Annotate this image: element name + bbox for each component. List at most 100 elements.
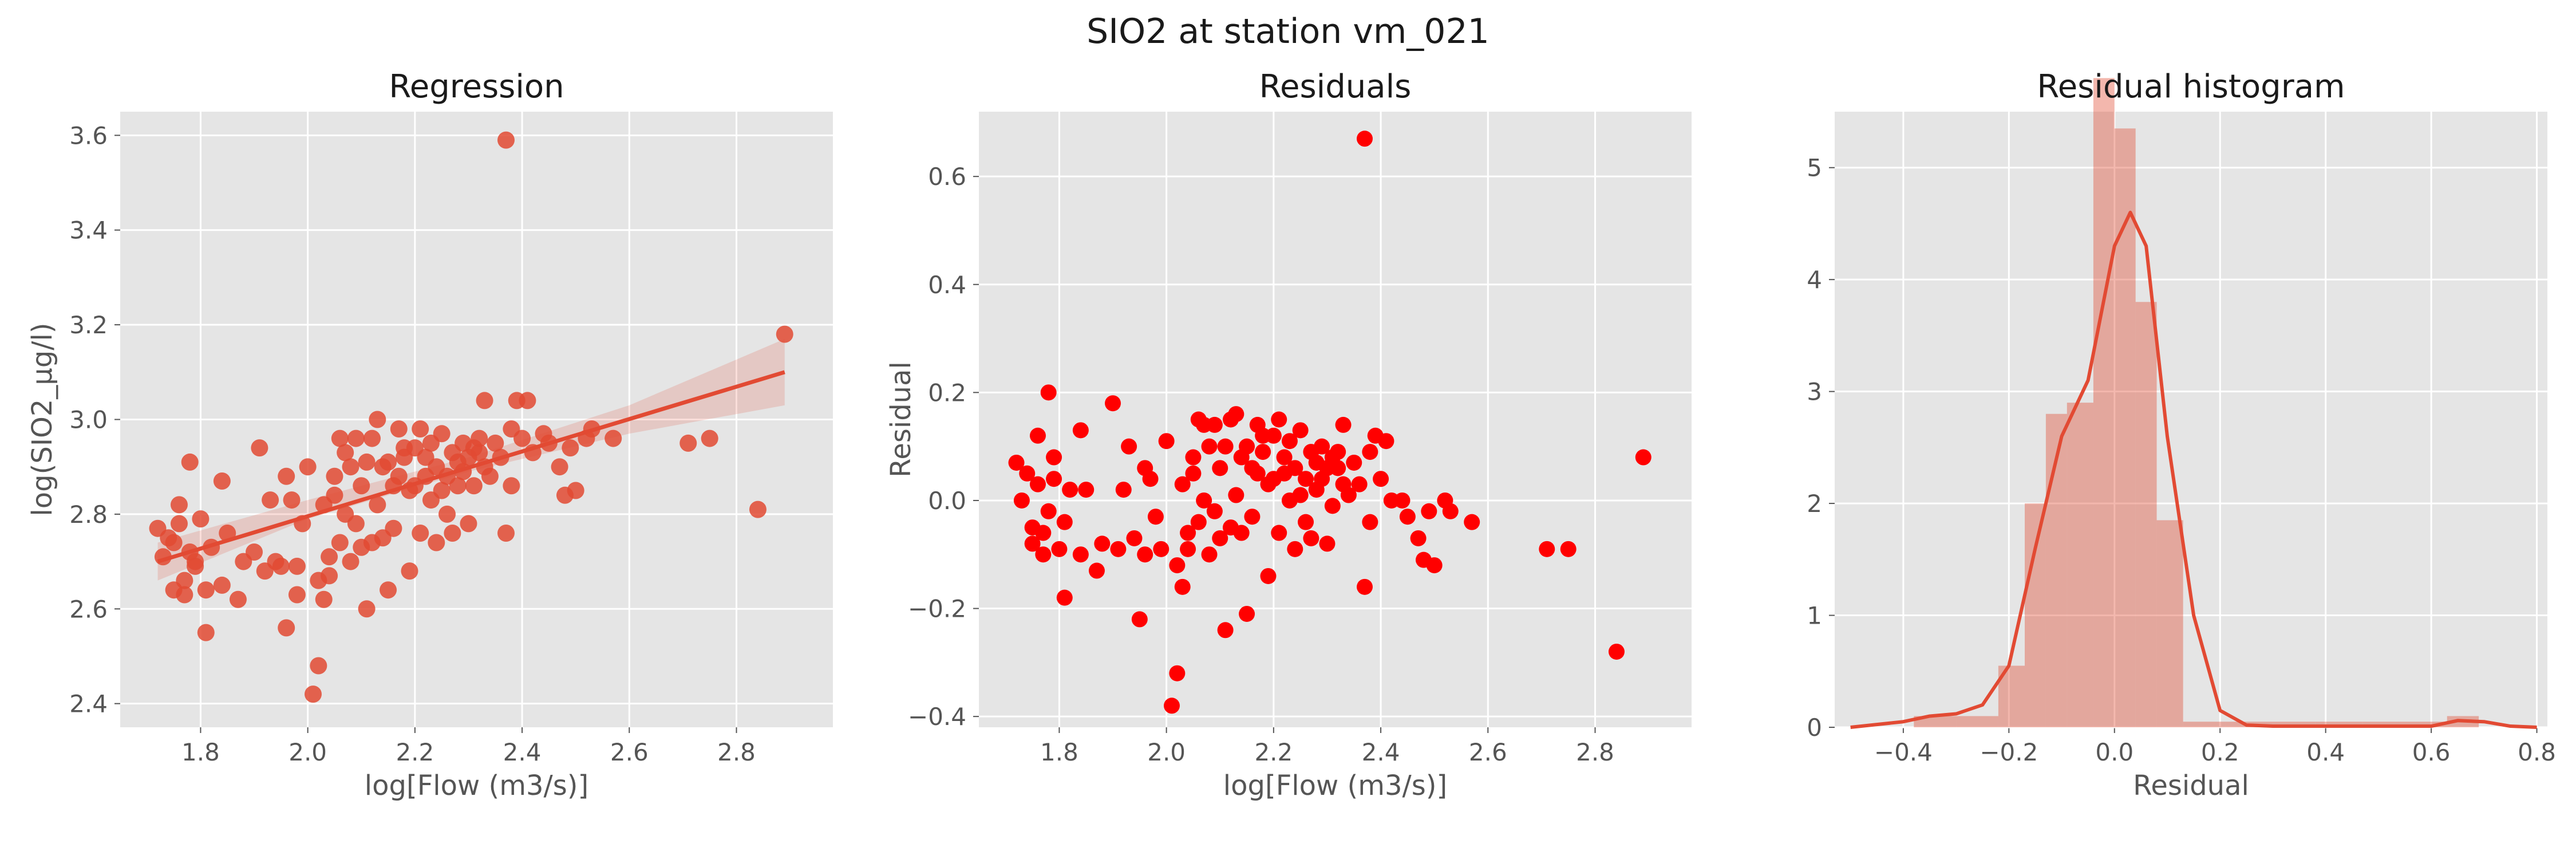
data-point (749, 501, 767, 518)
data-point (1024, 535, 1041, 552)
data-point (337, 444, 354, 462)
data-point (1110, 541, 1127, 557)
data-point (562, 439, 579, 457)
data-point (1228, 406, 1244, 423)
figure-title: SIO2 at station vm_021 (1086, 11, 1490, 52)
histogram-bar (2135, 302, 2157, 727)
histogram-bar (2093, 78, 2115, 727)
data-point (1153, 541, 1170, 557)
y-tick-label: 1 (1807, 602, 1822, 630)
y-tick-label: 4 (1807, 266, 1822, 294)
panel-title: Residual histogram (2037, 68, 2345, 105)
data-point (476, 392, 493, 409)
data-point (1196, 492, 1212, 509)
data-point (1421, 503, 1437, 519)
data-point (1105, 395, 1121, 412)
y-tick-label: 2.6 (69, 595, 108, 623)
x-tick-label: 1.8 (1040, 738, 1078, 766)
data-point (272, 557, 290, 575)
data-point (229, 590, 247, 608)
data-point (567, 482, 584, 499)
data-point (1255, 444, 1271, 460)
data-point (197, 581, 215, 599)
data-point (1072, 546, 1089, 563)
data-point (1410, 530, 1427, 546)
y-tick-label: 5 (1807, 154, 1822, 182)
y-tick-label: 2.4 (69, 690, 108, 718)
data-point (1464, 514, 1480, 530)
data-point (487, 434, 504, 452)
data-point (1206, 503, 1223, 519)
y-axis-label: Residual (885, 361, 917, 478)
data-point (304, 685, 322, 703)
data-point (1174, 476, 1191, 492)
panel-title: Regression (389, 68, 564, 105)
data-point (1169, 557, 1186, 574)
data-point (1019, 465, 1036, 482)
data-point (1324, 498, 1341, 514)
data-point (1239, 438, 1255, 455)
data-point (1303, 530, 1319, 546)
data-point (481, 467, 499, 485)
data-point (358, 453, 376, 471)
histogram-bar (2156, 520, 2183, 727)
data-point (326, 486, 343, 504)
data-point (1233, 525, 1250, 541)
data-point (1180, 541, 1196, 557)
data-point (1560, 541, 1577, 557)
x-tick-label: 2.8 (1576, 738, 1614, 766)
histogram-bar (2025, 503, 2046, 727)
x-axis-label: Residual (2133, 770, 2249, 802)
data-point (187, 557, 204, 575)
data-point (1351, 476, 1368, 492)
data-point (326, 467, 343, 485)
data-point (1212, 460, 1228, 476)
data-point (278, 619, 295, 637)
data-point (213, 576, 231, 594)
x-tick-label: 2.2 (1254, 738, 1293, 766)
data-point (1131, 611, 1148, 628)
data-point (1281, 433, 1298, 450)
data-point (1051, 541, 1068, 557)
y-tick-label: 0.4 (928, 271, 966, 299)
y-tick-label: 0 (1807, 714, 1822, 742)
kde-curve (1850, 210, 2537, 729)
data-point (1271, 411, 1287, 428)
data-point (1072, 422, 1089, 439)
data-point (1115, 482, 1132, 498)
data-point (471, 444, 488, 462)
data-point (1292, 487, 1309, 503)
data-point (438, 505, 456, 523)
y-tick-label: 3.0 (69, 406, 108, 434)
data-point (412, 524, 429, 542)
data-point (1330, 444, 1346, 460)
data-point (1314, 438, 1330, 455)
data-point (246, 543, 263, 561)
data-point (353, 477, 370, 495)
data-point (1298, 471, 1314, 487)
y-tick-label: −0.2 (908, 595, 966, 623)
data-point (497, 524, 515, 542)
data-point (1239, 605, 1255, 622)
y-tick-label: 0.0 (928, 487, 966, 515)
x-tick-label: 2.0 (289, 738, 327, 766)
data-point (299, 458, 317, 476)
data-point (1539, 541, 1555, 557)
x-tick-label: 2.2 (396, 738, 434, 766)
data-point (1330, 460, 1346, 476)
data-point (1029, 476, 1046, 492)
data-point (605, 430, 622, 447)
data-point (1442, 503, 1459, 519)
x-tick-label: 2.0 (1147, 738, 1186, 766)
data-point (433, 425, 451, 443)
data-point (1346, 454, 1362, 471)
data-point (401, 562, 418, 580)
regression-panel: 1.8 2.0 2.2 2.4 2.6 2.8 2.4 2.6 2.8 3.0 3.2 3.4 3.6 R… (26, 68, 833, 802)
y-tick-label: −0.4 (908, 703, 966, 731)
data-point (165, 534, 183, 551)
data-point (1035, 525, 1052, 541)
data-point (444, 524, 461, 542)
y-tick-label: 3 (1807, 378, 1822, 406)
histogram-bar (2114, 128, 2136, 728)
